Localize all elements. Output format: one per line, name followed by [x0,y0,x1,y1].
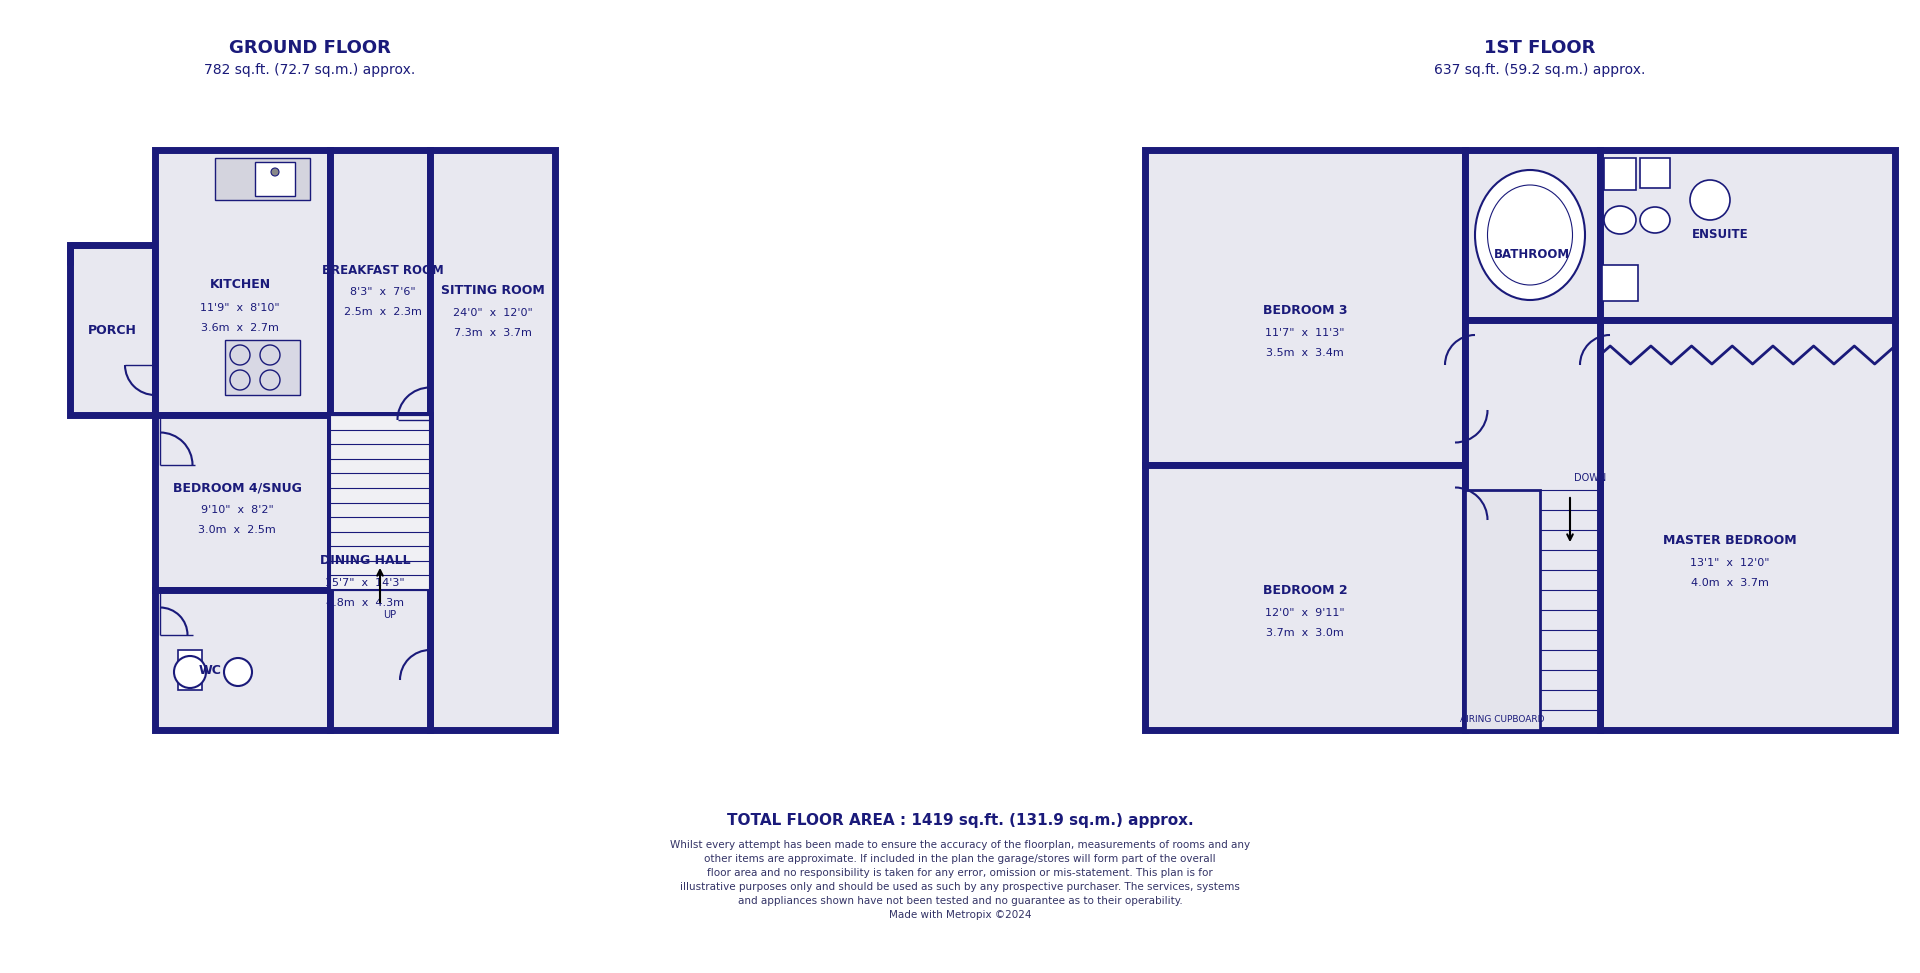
Polygon shape [1603,158,1636,190]
Polygon shape [330,415,430,730]
Polygon shape [156,590,330,730]
Text: 3.5m  x  3.4m: 3.5m x 3.4m [1265,348,1344,358]
Text: TOTAL FLOOR AREA : 1419 sq.ft. (131.9 sq.m.) approx.: TOTAL FLOOR AREA : 1419 sq.ft. (131.9 sq… [726,812,1194,827]
Text: 3.7m  x  3.0m: 3.7m x 3.0m [1265,628,1344,638]
Text: illustrative purposes only and should be used as such by any prospective purchas: illustrative purposes only and should be… [680,882,1240,892]
Text: AIRING CUPBOARD: AIRING CUPBOARD [1459,715,1544,725]
Polygon shape [330,415,430,590]
Text: other items are approximate. If included in the plan the garage/stores will form: other items are approximate. If included… [705,854,1215,864]
Polygon shape [330,150,430,415]
Text: 3.6m  x  2.7m: 3.6m x 2.7m [202,323,278,333]
Text: KITCHEN: KITCHEN [209,278,271,292]
Text: 637 sq.ft. (59.2 sq.m.) approx.: 637 sq.ft. (59.2 sq.m.) approx. [1434,63,1645,77]
Polygon shape [255,162,296,196]
Text: floor area and no responsibility is taken for any error, omission or mis-stateme: floor area and no responsibility is take… [707,868,1213,878]
Text: 9'10"  x  8'2": 9'10" x 8'2" [200,505,273,515]
Text: 24'0"  x  12'0": 24'0" x 12'0" [453,308,534,318]
Text: Whilst every attempt has been made to ensure the accuracy of the floorplan, meas: Whilst every attempt has been made to en… [670,840,1250,850]
Polygon shape [1465,490,1540,730]
Ellipse shape [1603,206,1636,234]
Polygon shape [1599,150,1895,320]
Polygon shape [1599,320,1895,730]
Text: 2.5m  x  2.3m: 2.5m x 2.3m [344,307,422,317]
Text: UP: UP [384,610,397,620]
Polygon shape [1465,150,1599,320]
Text: 4.0m  x  3.7m: 4.0m x 3.7m [1692,578,1768,588]
Text: PORCH: PORCH [88,323,136,337]
Text: 4.8m  x  4.3m: 4.8m x 4.3m [326,598,403,608]
Text: 12'0"  x  9'11": 12'0" x 9'11" [1265,608,1344,618]
Polygon shape [1465,320,1599,730]
Polygon shape [430,150,555,730]
Text: 8'3"  x  7'6": 8'3" x 7'6" [349,287,417,297]
Text: ENSUITE: ENSUITE [1692,229,1749,241]
Text: 3.0m  x  2.5m: 3.0m x 2.5m [198,525,276,535]
Ellipse shape [1640,207,1670,233]
Ellipse shape [1475,170,1586,300]
Text: 15'7"  x  14'3": 15'7" x 14'3" [324,578,405,588]
Text: BEDROOM 4/SNUG: BEDROOM 4/SNUG [173,482,301,494]
Circle shape [271,168,278,176]
Text: DOWN: DOWN [1574,473,1607,483]
Text: 11'9"  x  8'10": 11'9" x 8'10" [200,303,280,313]
Polygon shape [225,340,300,395]
Ellipse shape [1488,185,1572,285]
Text: 11'7"  x  11'3": 11'7" x 11'3" [1265,328,1344,338]
Polygon shape [156,150,330,415]
Text: DINING HALL: DINING HALL [321,554,411,566]
Polygon shape [69,245,156,415]
Polygon shape [215,158,309,200]
Text: and appliances shown have not been tested and no guarantee as to their operabili: and appliances shown have not been teste… [737,896,1183,906]
Circle shape [1690,180,1730,220]
Text: MASTER BEDROOM: MASTER BEDROOM [1663,533,1797,547]
Text: BATHROOM: BATHROOM [1494,248,1571,262]
Text: GROUND FLOOR: GROUND FLOOR [228,39,392,57]
Text: 782 sq.ft. (72.7 sq.m.) approx.: 782 sq.ft. (72.7 sq.m.) approx. [204,63,415,77]
Circle shape [225,658,252,686]
Polygon shape [179,650,202,690]
Text: WC: WC [198,664,221,676]
Text: 1ST FLOOR: 1ST FLOOR [1484,39,1596,57]
Polygon shape [1144,150,1465,465]
Polygon shape [1144,465,1465,730]
Text: Made with Metropix ©2024: Made with Metropix ©2024 [889,910,1031,920]
Circle shape [175,656,205,688]
Polygon shape [156,415,330,590]
Text: BEDROOM 2: BEDROOM 2 [1263,584,1348,596]
Text: SITTING ROOM: SITTING ROOM [442,283,545,297]
Polygon shape [1640,158,1670,188]
Text: BEDROOM 3: BEDROOM 3 [1263,304,1348,316]
Text: 7.3m  x  3.7m: 7.3m x 3.7m [453,328,532,338]
Text: 13'1"  x  12'0": 13'1" x 12'0" [1690,558,1770,568]
Text: BREAKFAST ROOM: BREAKFAST ROOM [323,264,444,276]
Bar [1601,265,1638,301]
